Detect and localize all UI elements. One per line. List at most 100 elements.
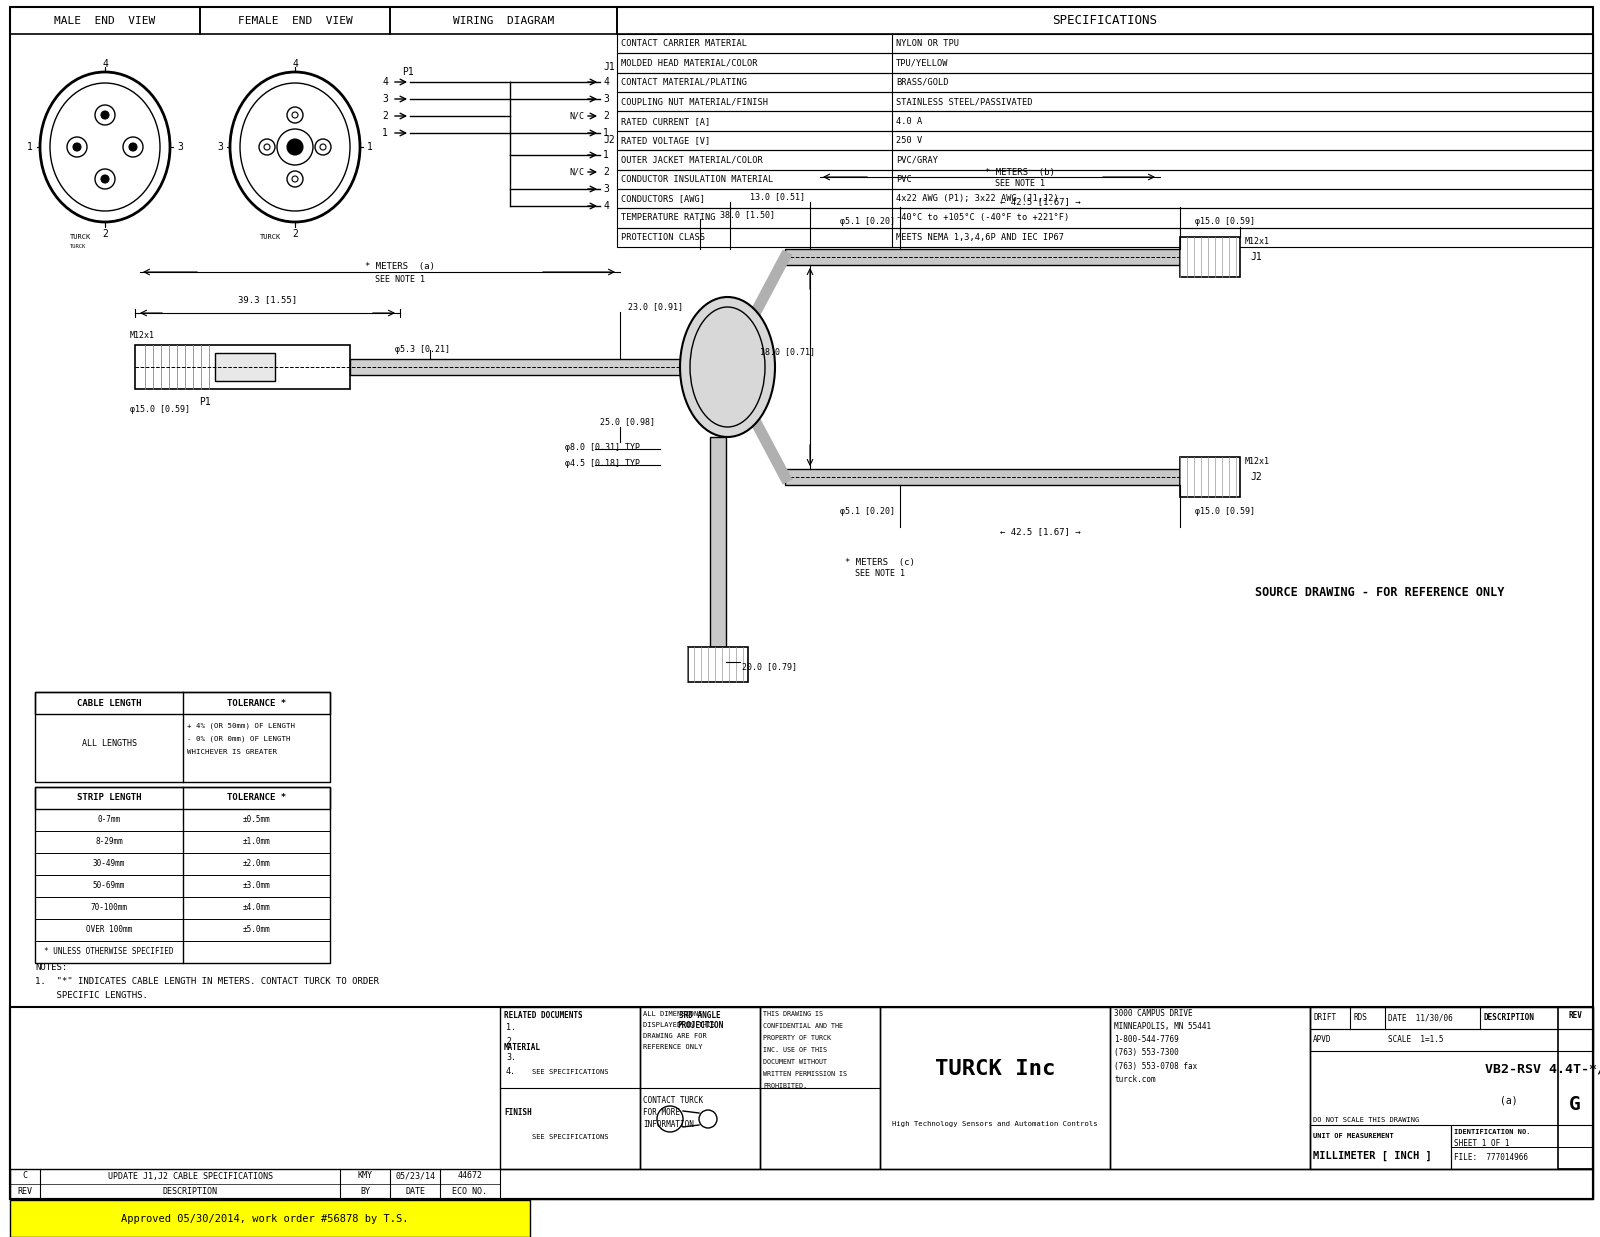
- Circle shape: [286, 106, 302, 122]
- Text: PVC: PVC: [896, 174, 912, 184]
- Text: ALL LENGTHS: ALL LENGTHS: [82, 738, 136, 747]
- Text: ← 42.5 [1.67] →: ← 42.5 [1.67] →: [1000, 198, 1080, 207]
- Text: 05/23/14: 05/23/14: [395, 1171, 435, 1180]
- Text: 250 V: 250 V: [896, 136, 922, 145]
- Text: N/C: N/C: [570, 111, 584, 120]
- Text: J2: J2: [1250, 473, 1262, 482]
- Text: WIRING  DIAGRAM: WIRING DIAGRAM: [453, 16, 554, 26]
- Text: STAINLESS STEEL/PASSIVATED: STAINLESS STEEL/PASSIVATED: [896, 98, 1032, 106]
- Bar: [35, 787, 330, 962]
- Text: FEMALE  END  VIEW: FEMALE END VIEW: [238, 16, 352, 26]
- Text: CONTACT TURCK: CONTACT TURCK: [643, 1096, 702, 1106]
- Circle shape: [74, 143, 82, 151]
- Text: 50-69mm: 50-69mm: [93, 882, 125, 891]
- Circle shape: [94, 169, 115, 189]
- Ellipse shape: [680, 297, 774, 437]
- Bar: [35, 787, 330, 809]
- Text: ±3.0mm: ±3.0mm: [243, 882, 270, 891]
- Text: FINISH: FINISH: [504, 1108, 531, 1117]
- Text: UPDATE J1,J2 CABLE SPECIFICATIONS: UPDATE J1,J2 CABLE SPECIFICATIONS: [107, 1171, 272, 1180]
- Text: φ15.0 [0.59]: φ15.0 [0.59]: [1195, 218, 1254, 226]
- Text: INC. USE OF THIS: INC. USE OF THIS: [763, 1047, 827, 1053]
- Text: NOTES:: NOTES:: [35, 962, 67, 971]
- Text: ±2.0mm: ±2.0mm: [243, 860, 270, 868]
- Text: ±4.0mm: ±4.0mm: [243, 903, 270, 913]
- Text: UNIT OF MEASUREMENT: UNIT OF MEASUREMENT: [1314, 1133, 1394, 1139]
- Bar: [618, 150, 1594, 169]
- Circle shape: [123, 137, 142, 157]
- Text: SPECIFIC LENGTHS.: SPECIFIC LENGTHS.: [35, 991, 147, 999]
- Text: 3RD ANGLE: 3RD ANGLE: [678, 1011, 722, 1019]
- Text: DRIFT: DRIFT: [1314, 1013, 1336, 1023]
- Bar: [200, 7, 390, 33]
- Text: 38.0 [1.50]: 38.0 [1.50]: [720, 210, 774, 219]
- Text: CONTACT MATERIAL/PLATING: CONTACT MATERIAL/PLATING: [621, 78, 747, 87]
- Text: PVC/GRAY: PVC/GRAY: [896, 156, 938, 165]
- Circle shape: [101, 111, 109, 119]
- Text: OUTER JACKET MATERIAL/COLOR: OUTER JACKET MATERIAL/COLOR: [621, 156, 763, 165]
- Text: PROHIBITED.: PROHIBITED.: [763, 1084, 806, 1089]
- Bar: [618, 111, 1594, 131]
- Text: RATED VOLTAGE [V]: RATED VOLTAGE [V]: [621, 136, 710, 145]
- Text: WHICHEVER IS GREATER: WHICHEVER IS GREATER: [187, 748, 277, 755]
- Text: 4.0 A: 4.0 A: [896, 116, 922, 126]
- Bar: [618, 208, 1594, 228]
- Text: 3: 3: [218, 142, 222, 152]
- Bar: [134, 345, 350, 388]
- Text: REV: REV: [18, 1188, 32, 1196]
- Text: - 0% (OR 0mm) OF LENGTH: - 0% (OR 0mm) OF LENGTH: [187, 736, 291, 742]
- Text: TURCK: TURCK: [70, 234, 91, 240]
- Text: MALE  END  VIEW: MALE END VIEW: [54, 16, 155, 26]
- Text: * METERS  (a): * METERS (a): [365, 262, 435, 271]
- Text: RDS: RDS: [1354, 1013, 1366, 1023]
- Text: 4: 4: [293, 59, 298, 69]
- Text: Approved 05/30/2014, work order #56878 by T.S.: Approved 05/30/2014, work order #56878 b…: [122, 1213, 408, 1223]
- Bar: [1310, 1124, 1451, 1169]
- Bar: [10, 1007, 1594, 1199]
- Text: φ5.3 [0.21]: φ5.3 [0.21]: [395, 344, 450, 354]
- Ellipse shape: [230, 72, 360, 221]
- Bar: [1181, 456, 1240, 497]
- Text: TOLERANCE *: TOLERANCE *: [227, 699, 286, 708]
- Bar: [1310, 1029, 1594, 1051]
- Bar: [1310, 1007, 1594, 1169]
- Bar: [10, 1200, 530, 1237]
- Bar: [786, 469, 1181, 485]
- Text: 3: 3: [178, 142, 182, 152]
- Text: 1: 1: [27, 142, 34, 152]
- Text: 3000 CAMPUS DRIVE: 3000 CAMPUS DRIVE: [1114, 1009, 1192, 1018]
- Text: 25.0 [0.98]: 25.0 [0.98]: [600, 418, 654, 427]
- Text: RATED CURRENT [A]: RATED CURRENT [A]: [621, 116, 710, 126]
- Text: 4: 4: [603, 77, 610, 87]
- Text: DO NOT SCALE THIS DRAWING: DO NOT SCALE THIS DRAWING: [1314, 1117, 1419, 1123]
- Text: turck.com: turck.com: [1114, 1075, 1155, 1084]
- Text: φ5.1 [0.20]: φ5.1 [0.20]: [840, 218, 894, 226]
- Text: 70-100mm: 70-100mm: [91, 903, 128, 913]
- Text: M12x1: M12x1: [1245, 458, 1270, 466]
- Text: 3.: 3.: [506, 1053, 515, 1061]
- Text: 4x22 AWG (P1); 3x22 AWG (J1,J2): 4x22 AWG (P1); 3x22 AWG (J1,J2): [896, 194, 1059, 203]
- Circle shape: [315, 139, 331, 155]
- Text: CABLE LENGTH: CABLE LENGTH: [77, 699, 141, 708]
- Text: 13.0 [0.51]: 13.0 [0.51]: [750, 193, 805, 202]
- Bar: [1558, 1007, 1594, 1169]
- Text: INFORMATION: INFORMATION: [643, 1121, 694, 1129]
- Text: DRAWING ARE FOR: DRAWING ARE FOR: [643, 1033, 707, 1039]
- Text: DESCRIPTION: DESCRIPTION: [1483, 1013, 1534, 1023]
- Text: P1: P1: [198, 397, 211, 407]
- Text: SHEET 1 OF 1: SHEET 1 OF 1: [1454, 1139, 1509, 1148]
- Bar: [688, 647, 747, 682]
- Bar: [350, 359, 701, 375]
- Text: THIS DRAWING IS: THIS DRAWING IS: [763, 1011, 822, 1017]
- Text: MINNEAPOLIS, MN 55441: MINNEAPOLIS, MN 55441: [1114, 1023, 1211, 1032]
- Bar: [618, 131, 1594, 150]
- Text: 44672: 44672: [458, 1171, 483, 1180]
- Text: φ15.0 [0.59]: φ15.0 [0.59]: [130, 404, 190, 413]
- Text: (763) 553-7300: (763) 553-7300: [1114, 1049, 1179, 1058]
- Text: REFERENCE ONLY: REFERENCE ONLY: [643, 1044, 702, 1050]
- Circle shape: [286, 139, 302, 155]
- Circle shape: [94, 105, 115, 125]
- Text: SEE NOTE 1: SEE NOTE 1: [854, 569, 906, 579]
- Text: φ5.1 [0.20]: φ5.1 [0.20]: [840, 507, 894, 517]
- Text: ALL DIMENSIONS: ALL DIMENSIONS: [643, 1011, 702, 1017]
